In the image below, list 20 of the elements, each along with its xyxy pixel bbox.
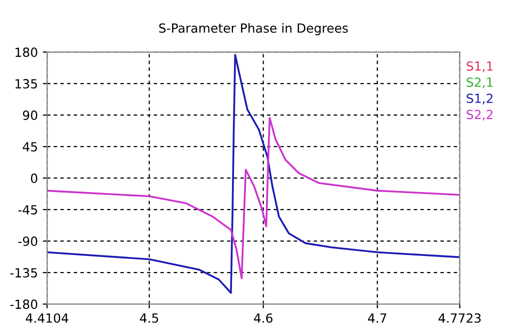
y-tick-label: 90 [22, 110, 38, 120]
y-tick-label: -90 [18, 236, 38, 246]
text: S1,2 [466, 94, 492, 104]
legend-label: S2,1 [466, 78, 493, 88]
x-tick-label: 4.6 [254, 313, 272, 323]
y-tick-label: 135 [16, 79, 37, 89]
legend-label: S1,1 [466, 61, 493, 72]
x-tick-label: 4.7 [368, 313, 386, 323]
y-tick-label: 180 [16, 48, 38, 58]
y-tick-label: 0 [30, 174, 38, 184]
y-tick-label: 45 [22, 142, 37, 152]
x-tick-label: 4.5 [140, 313, 158, 323]
chart-title: S-Parameter Phase in Degrees [159, 23, 348, 36]
line-series [47, 116, 460, 280]
y-tick-label: -45 [18, 205, 37, 215]
y-tick-label: -135 [10, 268, 37, 278]
text: S2,2 [466, 110, 492, 120]
x-tick-label: 4.7723 [438, 313, 481, 323]
x-tick-label: 4.4104 [26, 313, 68, 323]
y-tick-label: -180 [10, 300, 38, 310]
